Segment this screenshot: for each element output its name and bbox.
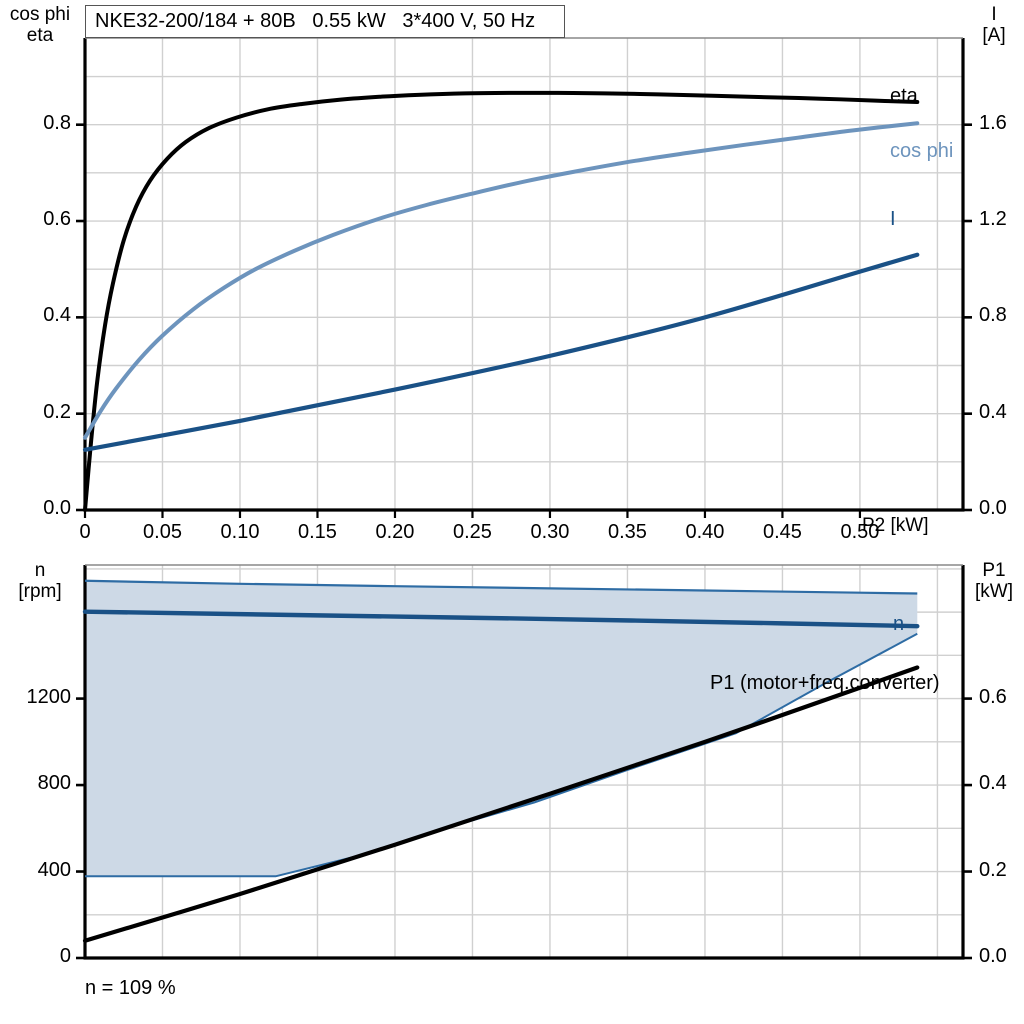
chart-title: NKE32-200/184 + 80B 0.55 kW 3*400 V, 50 … <box>95 10 536 32</box>
tick-label: 0.6 <box>979 685 1007 708</box>
x-tick-label: 0.10 <box>220 521 260 543</box>
curve-label-eta: eta <box>890 85 918 107</box>
bottom-chart-speed-band <box>85 580 918 877</box>
footer-note: n = 109 % <box>85 977 176 999</box>
top-x-axis-title: P2 [kW] <box>862 515 929 536</box>
tick-label: 0.0 <box>979 497 1007 519</box>
tick-label: 0.0 <box>979 945 1007 967</box>
tick-label: 0.4 <box>979 772 1007 795</box>
bottom-chart-curves <box>82 579 920 943</box>
x-tick-label: 0 <box>79 521 91 543</box>
x-tick-label: 0.30 <box>530 521 570 543</box>
x-tick-label: 0.35 <box>607 521 647 543</box>
tick-label: 1200 <box>26 685 72 708</box>
bottom-chart-frame <box>76 564 972 960</box>
curve-label-current: I <box>890 208 896 230</box>
bottom-chart-gridlines <box>85 565 963 958</box>
top-chart-canvas <box>76 37 972 518</box>
tick-label: 0.0 <box>43 497 71 519</box>
tick-label: 1.2 <box>979 208 1007 231</box>
tick-label: 0.6 <box>43 208 71 231</box>
tick-label: 0 <box>59 945 71 967</box>
tick-label: 1.6 <box>979 111 1007 134</box>
top-chart-frame <box>76 37 972 518</box>
x-tick-label: 0.45 <box>762 521 802 543</box>
tick-label: 0.2 <box>43 400 71 423</box>
x-tick-label: 0.25 <box>452 521 492 543</box>
tick-label: 0.8 <box>43 111 71 134</box>
x-tick-label: 0.40 <box>685 521 725 543</box>
bottom-right-axis-title: P1 [kW] <box>975 560 1013 602</box>
x-tick-label: 0.05 <box>143 521 182 543</box>
top-chart-curves <box>82 90 920 512</box>
top-left-axis-title: cos phi eta <box>9 4 71 46</box>
top-chart-gridlines <box>85 38 963 510</box>
x-tick-label: 0.20 <box>375 521 415 543</box>
tick-label: 0.4 <box>979 400 1007 423</box>
tick-label: 800 <box>37 772 71 795</box>
top-right-axis-title: I [A] <box>982 4 1006 46</box>
chart-title-box: NKE32-200/184 + 80B 0.55 kW 3*400 V, 50 … <box>85 5 565 38</box>
tick-label: 0.4 <box>43 304 71 327</box>
tick-label: 0.8 <box>979 304 1007 327</box>
curve-label-speed: n <box>893 613 905 635</box>
bottom-left-axis-title: n [rpm] <box>18 560 62 602</box>
tick-label: 400 <box>37 858 71 881</box>
tick-label: 0.2 <box>979 858 1007 881</box>
x-tick-label: 0.50 <box>840 521 880 543</box>
curve-label-p1: P1 (motor+freq.converter) <box>710 672 940 694</box>
curve-label-cos-phi: cos phi <box>890 140 954 162</box>
x-tick-label: 0.15 <box>298 521 337 543</box>
